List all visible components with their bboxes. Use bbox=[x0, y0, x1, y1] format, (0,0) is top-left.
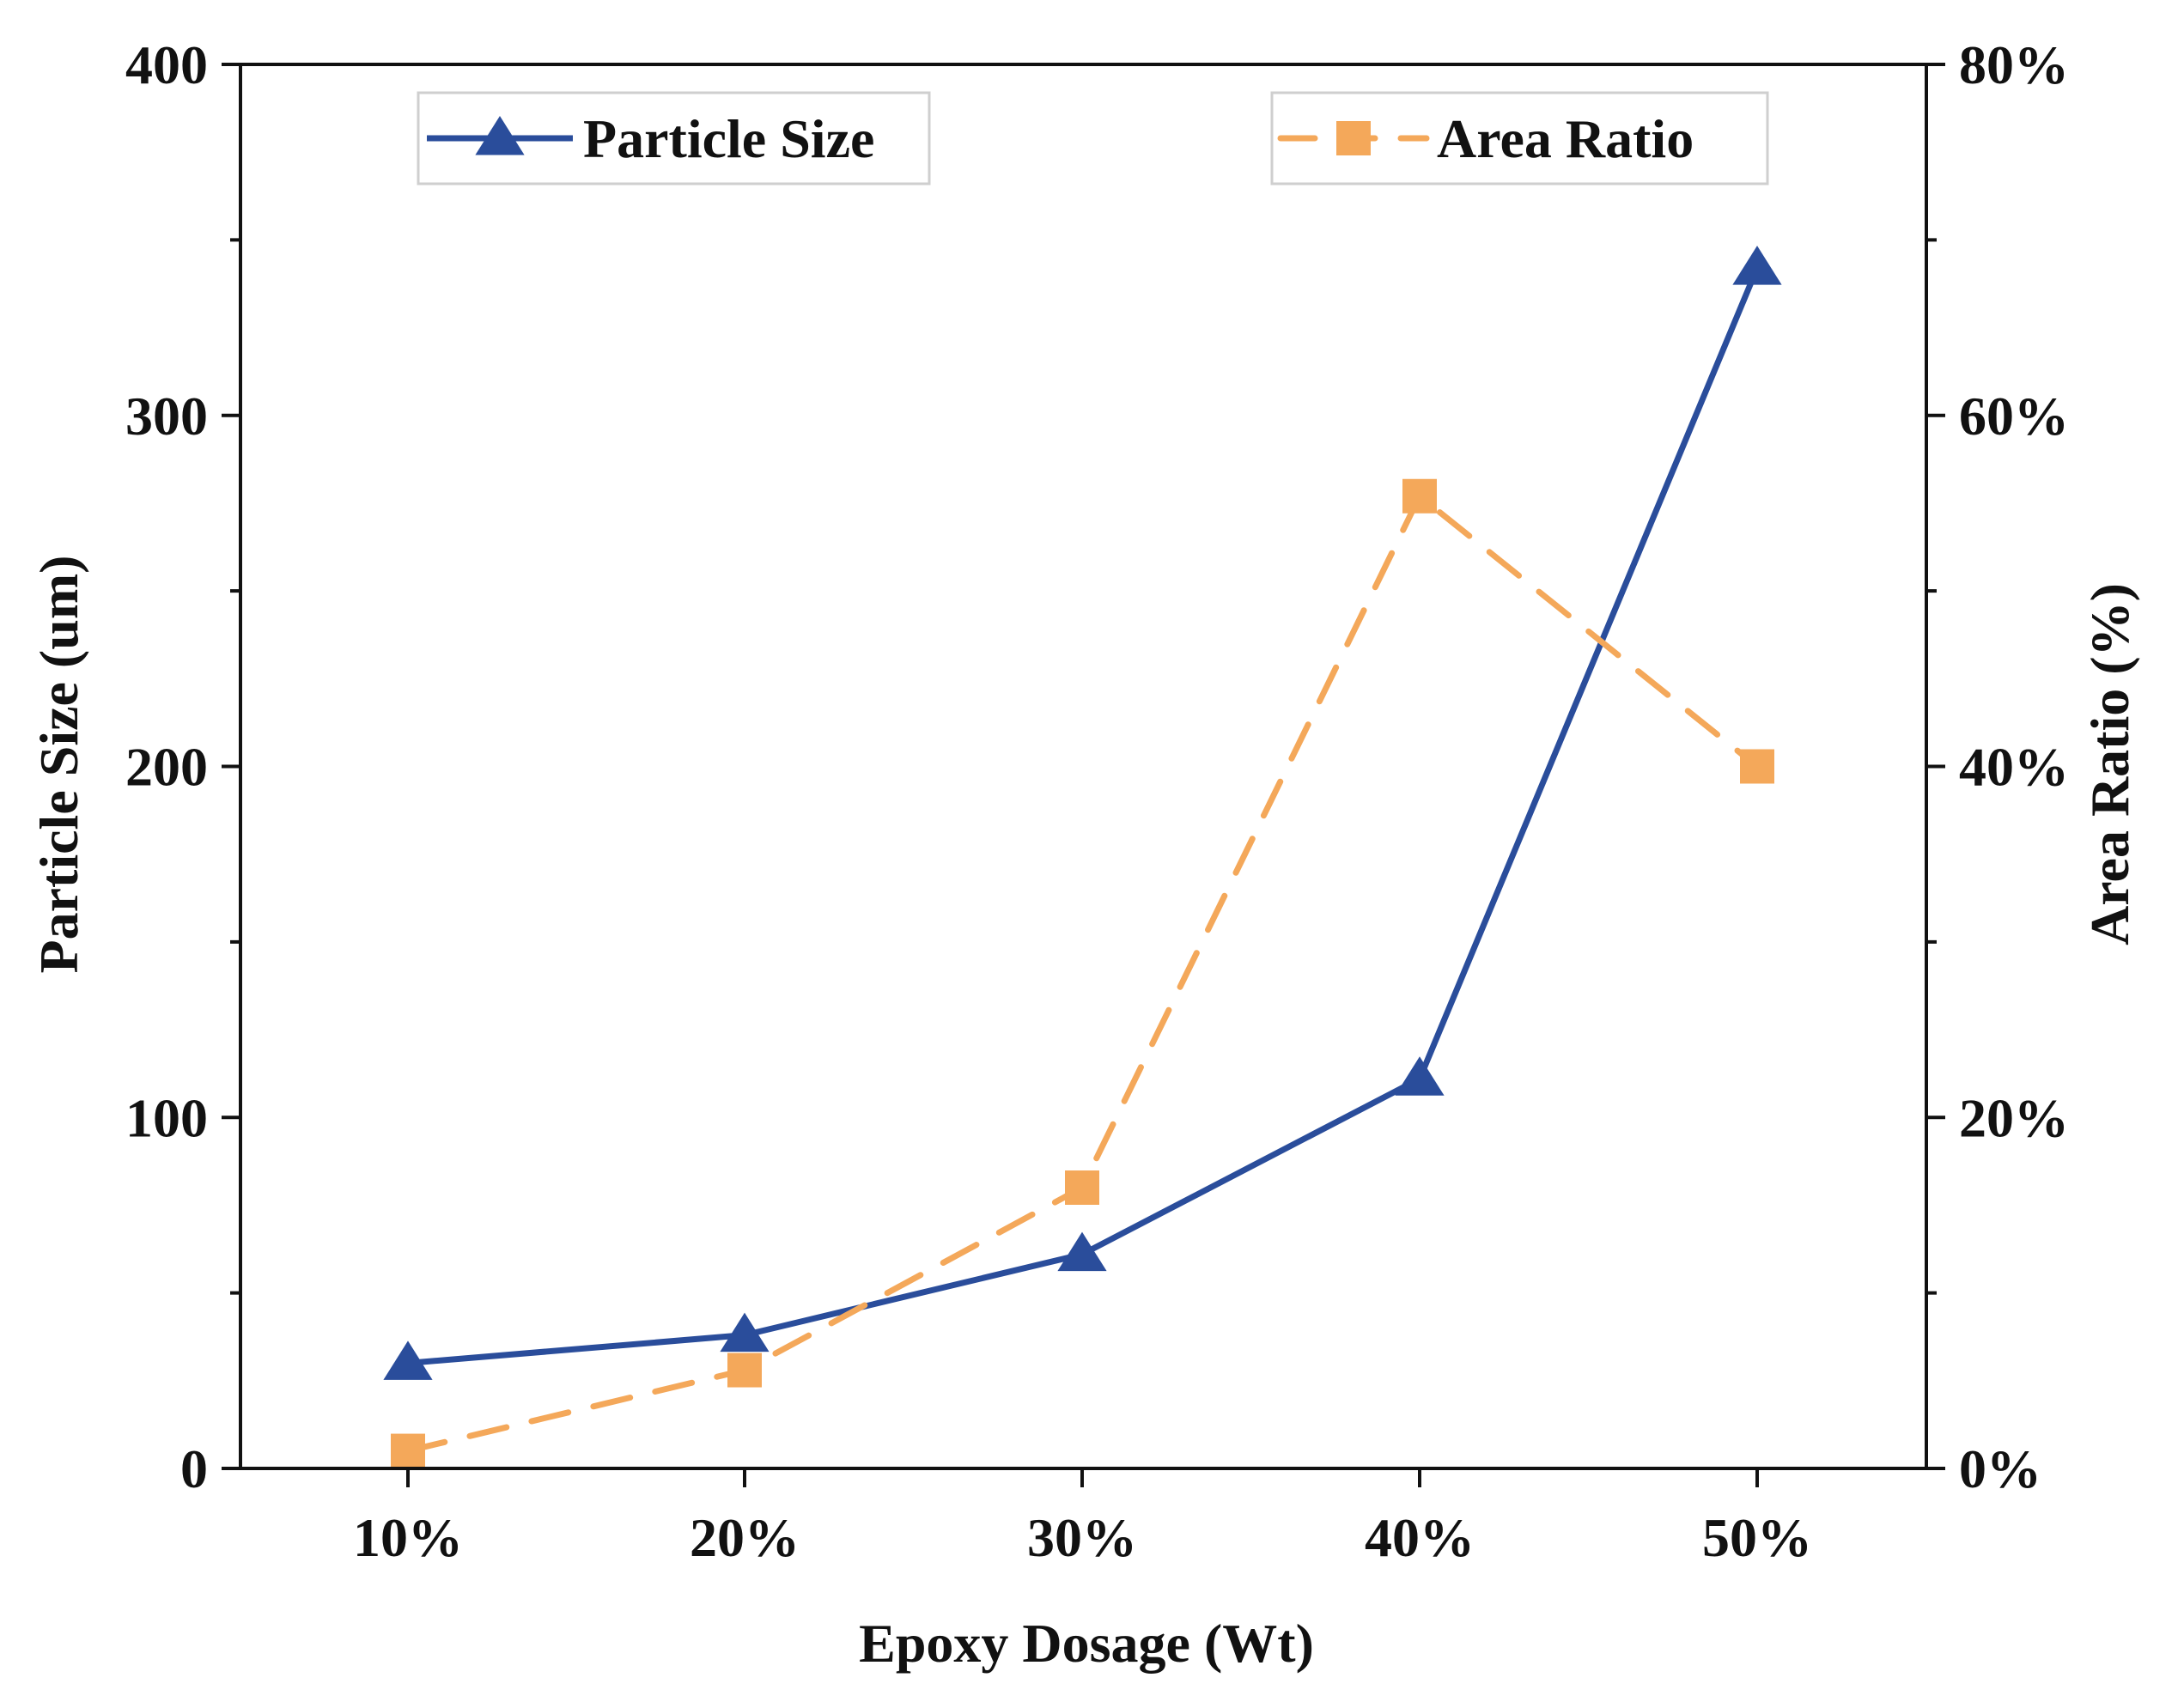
series-layer bbox=[383, 246, 1782, 1468]
x-axis-title: Epoxy Dosage (Wt) bbox=[859, 1613, 1314, 1674]
y2-tick-label: 60% bbox=[1959, 386, 2069, 447]
y2-tick-label: 80% bbox=[1959, 34, 2069, 95]
data-point-square bbox=[1740, 749, 1774, 784]
y-tick-label: 400 bbox=[125, 34, 208, 95]
data-point-square bbox=[1402, 478, 1437, 514]
data-point-square bbox=[727, 1353, 762, 1388]
y-tick-label: 100 bbox=[125, 1087, 208, 1148]
legend: Particle Size Area Ratio bbox=[417, 91, 1769, 185]
x-tick-label: 50% bbox=[1702, 1507, 1812, 1568]
data-point-triangle bbox=[720, 1312, 770, 1353]
legend-label: Area Ratio bbox=[1437, 108, 1694, 169]
series-area-ratio bbox=[391, 478, 1774, 1468]
y2-axis-title: Area Ratio (%) bbox=[2079, 583, 2140, 945]
data-point-triangle bbox=[383, 1340, 433, 1380]
y2-tick-label: 0% bbox=[1959, 1438, 2041, 1499]
y2-tick-label: 20% bbox=[1959, 1087, 2069, 1148]
series-particle-size bbox=[383, 246, 1782, 1380]
legend-marker-square bbox=[1336, 121, 1371, 155]
x-tick-label: 40% bbox=[1365, 1507, 1475, 1568]
y-tick-label: 0 bbox=[180, 1438, 208, 1499]
y-axis-title: Particle Size (um) bbox=[28, 556, 89, 974]
legend-label: Particle Size bbox=[583, 108, 874, 169]
data-point-square bbox=[391, 1433, 425, 1468]
data-point-triangle bbox=[1395, 1056, 1445, 1096]
y-tick-label: 200 bbox=[125, 737, 208, 798]
x-tick-label: 10% bbox=[353, 1507, 463, 1568]
data-point-square bbox=[1065, 1170, 1099, 1205]
y-tick-label: 300 bbox=[125, 386, 208, 447]
legend-item-particle-size: Particle Size bbox=[417, 91, 931, 185]
data-point-triangle bbox=[1732, 246, 1782, 285]
data-point-triangle bbox=[1057, 1231, 1107, 1272]
legend-item-area-ratio: Area Ratio bbox=[1270, 91, 1769, 185]
axes-layer: 0 100 200 300 400 0% 20% 40% 60% 80% 10% 20% 30% 40% 5… bbox=[125, 34, 2069, 1568]
legend-marker-triangle bbox=[475, 116, 525, 155]
y2-tick-label: 40% bbox=[1959, 737, 2069, 798]
x-tick-label: 30% bbox=[1027, 1507, 1137, 1568]
x-tick-label: 20% bbox=[690, 1507, 800, 1568]
